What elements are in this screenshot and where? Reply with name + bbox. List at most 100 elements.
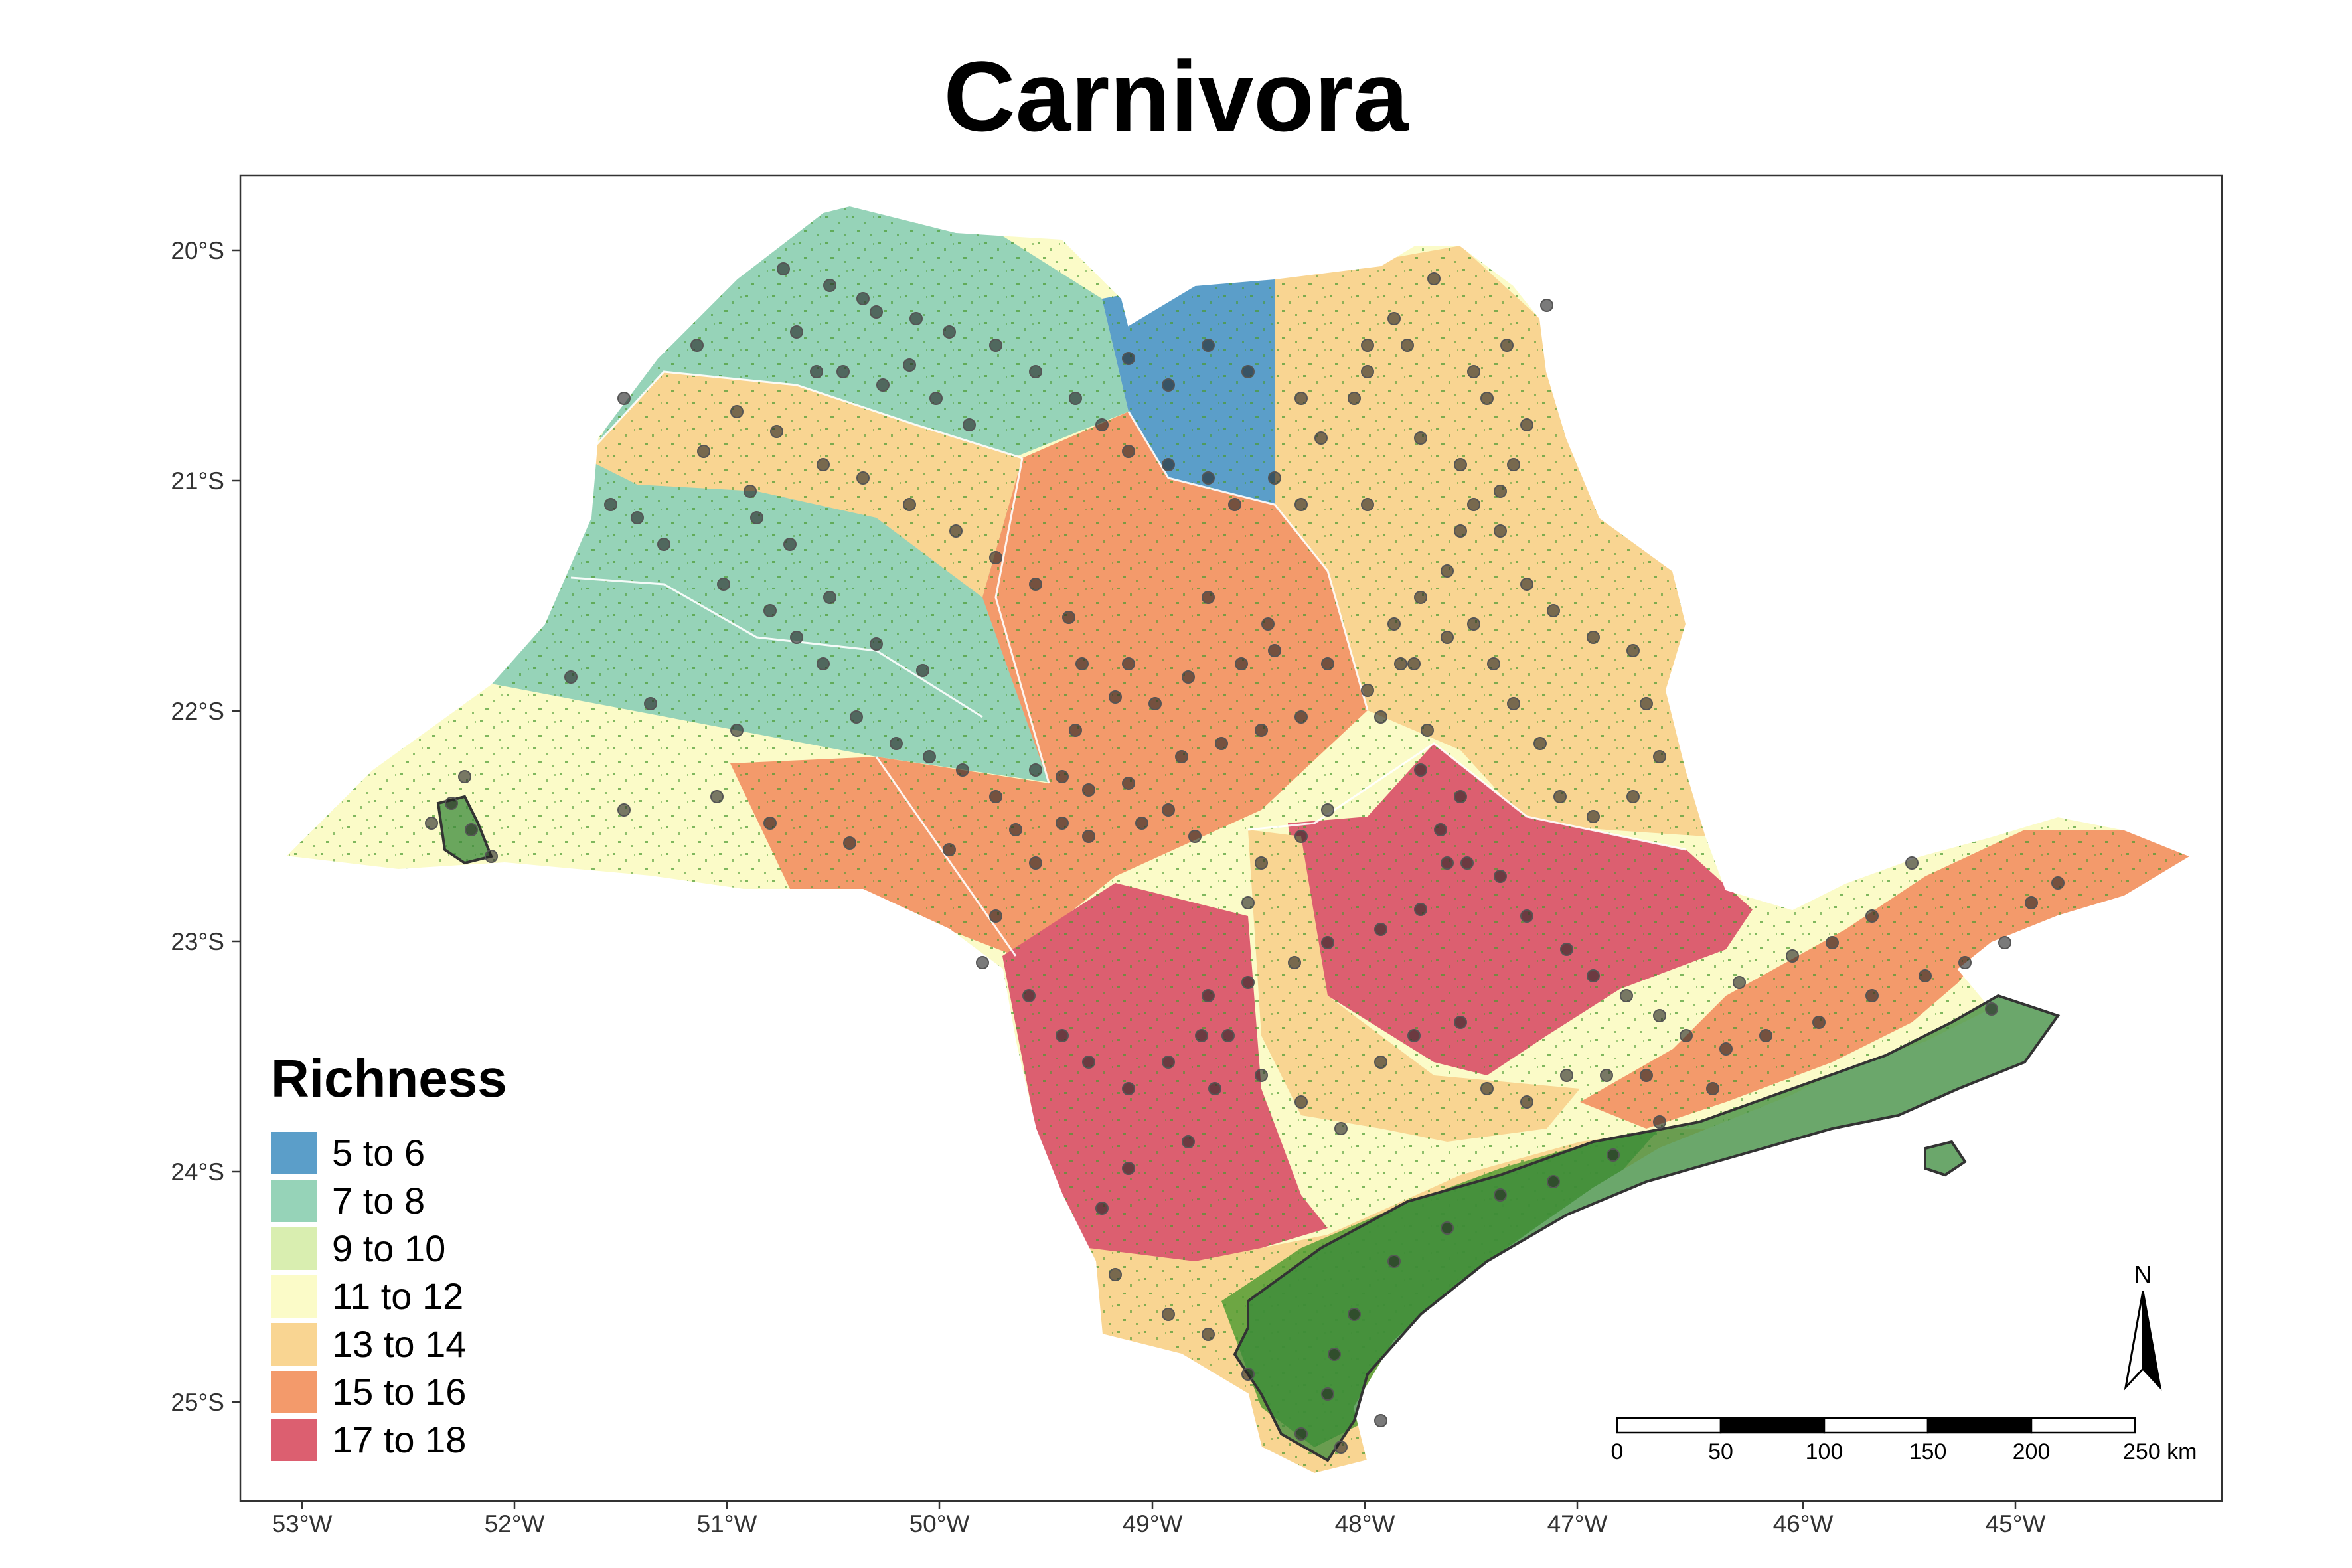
occurrence-point — [1314, 431, 1328, 445]
occurrence-point — [1387, 312, 1401, 325]
scale-label: 50 — [1708, 1439, 1733, 1464]
legend-item: 9 to 10 — [271, 1225, 507, 1273]
occurrence-point — [1268, 471, 1281, 485]
occurrence-point — [2051, 876, 2065, 890]
north-arrow: N — [2124, 1261, 2162, 1391]
occurrence-point — [1759, 1029, 1772, 1042]
x-tick-label: 48°W — [1335, 1510, 1395, 1537]
occurrence-point — [1587, 969, 1600, 982]
scale-segment — [1823, 1417, 1929, 1434]
y-tick-label: 24°S — [171, 1158, 224, 1186]
occurrence-point — [1387, 1255, 1401, 1268]
occurrence-point — [1494, 485, 1507, 498]
occurrence-point — [1294, 1095, 1308, 1109]
occurrence-point — [1328, 1348, 1341, 1361]
scale-label: 200 — [2013, 1439, 2051, 1464]
occurrence-point — [1022, 989, 1036, 1002]
occurrence-point — [923, 750, 936, 763]
occurrence-point — [1188, 830, 1202, 843]
legend: Richness 5 to 6 7 to 8 9 to 10 11 to 12 … — [271, 1052, 507, 1464]
y-tick-label: 20°S — [171, 237, 224, 264]
occurrence-point — [1109, 1268, 1122, 1281]
scale-segment — [1719, 1417, 1826, 1434]
occurrence-point — [989, 909, 1002, 923]
scale-segment — [2030, 1417, 2136, 1434]
y-tick-label: 22°S — [171, 698, 224, 725]
occurrence-point — [1321, 936, 1334, 949]
occurrence-point — [1786, 949, 1799, 963]
scale-label: 100 — [1806, 1439, 1843, 1464]
occurrence-point — [617, 392, 631, 405]
occurrence-point — [836, 365, 850, 378]
occurrence-point — [1175, 750, 1188, 763]
legend-swatch — [271, 1132, 317, 1174]
occurrence-point — [604, 498, 617, 511]
legend-swatch — [271, 1371, 317, 1413]
occurrence-point — [1294, 392, 1308, 405]
occurrence-point — [1241, 365, 1255, 378]
occurrence-point — [1394, 657, 1407, 670]
occurrence-point — [1241, 896, 1255, 909]
occurrence-point — [1719, 1042, 1733, 1056]
north-arrow-left-half — [2124, 1291, 2144, 1391]
occurrence-point — [1182, 670, 1195, 684]
occurrence-point — [1288, 956, 1301, 969]
occurrence-point — [730, 724, 744, 737]
occurrence-point — [777, 262, 790, 275]
legend-title: Richness — [271, 1049, 507, 1108]
occurrence-point — [1560, 943, 1573, 956]
occurrence-point — [1056, 817, 1069, 830]
occurrence-point — [1520, 1095, 1533, 1109]
legend-label: 7 to 8 — [332, 1180, 426, 1221]
occurrence-point — [1374, 1056, 1387, 1069]
legend-swatch — [271, 1227, 317, 1270]
occurrence-point — [1421, 724, 1434, 737]
legend-item: 7 to 8 — [271, 1177, 507, 1225]
occurrence-point — [1162, 458, 1175, 471]
legend-label: 17 to 18 — [332, 1419, 467, 1460]
occurrence-point — [1321, 657, 1334, 670]
occurrence-point — [1029, 365, 1042, 378]
occurrence-point — [1361, 684, 1374, 697]
occurrence-point — [744, 485, 757, 498]
occurrence-point — [730, 405, 744, 418]
occurrence-point — [1441, 631, 1454, 644]
forest-cover-speckle — [285, 206, 2191, 1474]
state-outline — [283, 204, 2193, 1475]
occurrence-point — [1348, 392, 1361, 405]
occurrence-point — [870, 305, 883, 319]
occurrence-point — [856, 471, 870, 485]
occurrence-point — [790, 631, 803, 644]
occurrence-point — [1241, 1368, 1255, 1381]
legend-item: 13 to 14 — [271, 1320, 507, 1368]
protected-area-island — [1924, 1140, 1967, 1177]
occurrence-point — [763, 604, 777, 617]
occurrence-point — [1162, 1308, 1175, 1321]
occurrence-point — [1865, 909, 1879, 923]
occurrence-point — [1653, 1009, 1666, 1022]
occurrence-point — [1985, 1002, 1998, 1016]
occurrence-point — [1441, 856, 1454, 870]
occurrence-point — [1587, 810, 1600, 823]
occurrence-point — [929, 392, 943, 405]
occurrence-point — [823, 279, 836, 292]
occurrence-point — [644, 697, 657, 710]
occurrence-point — [1706, 1082, 1719, 1095]
occurrence-points — [425, 262, 2065, 1454]
occurrence-point — [1533, 737, 1547, 750]
occurrence-point — [1467, 617, 1480, 631]
occurrence-point — [1294, 710, 1308, 724]
legend-swatch — [271, 1419, 317, 1461]
occurrence-point — [1620, 989, 1633, 1002]
occurrence-point — [1826, 936, 1839, 949]
occurrence-point — [1467, 365, 1480, 378]
occurrence-point — [1520, 418, 1533, 431]
occurrence-point — [690, 339, 704, 352]
occurrence-point — [963, 418, 976, 431]
occurrence-point — [1082, 830, 1095, 843]
occurrence-point — [1348, 1308, 1361, 1321]
occurrence-point — [631, 511, 644, 524]
map-title: Carnivora — [943, 40, 1409, 152]
occurrence-point — [1607, 1148, 1620, 1162]
occurrence-point — [1215, 737, 1228, 750]
